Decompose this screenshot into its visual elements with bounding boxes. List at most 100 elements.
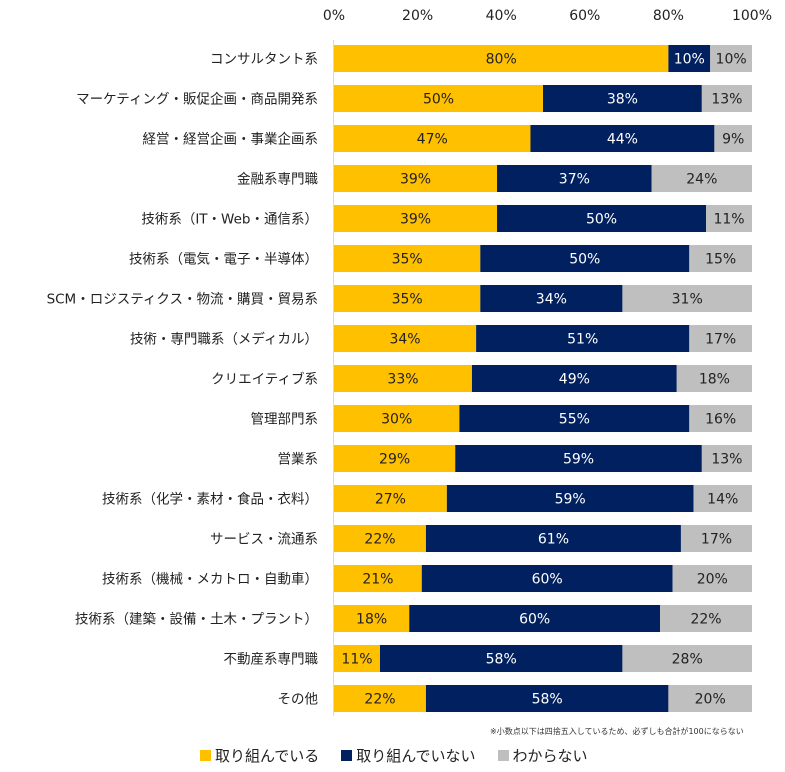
legend-swatch-not-doing — [341, 750, 353, 761]
bar-segment — [459, 405, 690, 432]
category-label: 経営・経営企画・事業企画系 — [143, 131, 319, 148]
data-label: 33% — [387, 372, 418, 388]
data-label: 27% — [375, 492, 406, 508]
bar-segment — [668, 45, 711, 72]
bar-row: 11% 58% 28% — [334, 645, 752, 672]
bar-segment — [334, 565, 422, 592]
data-label: 21% — [362, 572, 393, 588]
bar-segment — [379, 645, 623, 672]
data-label: 35% — [392, 292, 423, 308]
data-label: 50% — [423, 92, 454, 108]
bar-segment — [334, 445, 456, 472]
bar-segment — [543, 85, 702, 112]
bar-segment — [530, 125, 715, 152]
category-label: 営業系 — [278, 452, 319, 468]
x-tick-label: 40% — [486, 8, 517, 24]
data-label: 49% — [559, 372, 590, 388]
bar-segment — [334, 325, 477, 352]
bar-segment — [497, 205, 707, 232]
data-label: 61% — [538, 532, 569, 548]
data-label: 51% — [567, 332, 598, 348]
bar-segment — [689, 325, 752, 352]
legend-swatch-doing — [200, 750, 211, 761]
data-label: 58% — [532, 692, 563, 708]
bar-segment — [689, 405, 752, 432]
bar-row: 21% 60% 20% — [334, 565, 752, 592]
bar-segment — [334, 685, 426, 712]
bar-segment — [701, 445, 752, 472]
data-label: 29% — [379, 452, 410, 468]
bar-segment — [476, 325, 690, 352]
category-label: その他 — [278, 692, 319, 708]
legend-item-not-doing: 取り組んでいない — [341, 745, 476, 766]
bar-row: 39% 50% 11% — [334, 205, 752, 232]
data-label: 10% — [716, 52, 747, 68]
category-label: クリエイティブ系 — [211, 371, 318, 388]
data-label: 11% — [341, 652, 372, 668]
data-label: 22% — [364, 532, 395, 548]
data-label: 13% — [711, 92, 742, 108]
stacked-bar-chart: 0% 20% 40% 60% 80% 100% コンサルタント系マーケティング・販促企画・… — [47, 8, 772, 716]
bar-segment — [706, 205, 752, 232]
category-label: 技術系（IT・Web・通信系） — [141, 212, 318, 228]
data-label: 28% — [672, 652, 703, 668]
bar-segment — [334, 205, 498, 232]
bar-row: 35% 34% 31% — [334, 285, 752, 312]
legend-label-doing: 取り組んでいる — [215, 747, 320, 765]
bar-segment — [334, 645, 380, 672]
bar-segment — [455, 445, 702, 472]
bar-segment — [622, 645, 752, 672]
bar-segment — [701, 85, 752, 112]
bar-segment — [334, 125, 531, 152]
bar-segment — [660, 605, 752, 632]
data-label: 17% — [705, 332, 736, 348]
data-label: 17% — [701, 532, 732, 548]
bar-segment — [334, 485, 447, 512]
category-label: 管理部門系 — [251, 412, 319, 428]
category-label: SCM・ロジスティクス・物流・購買・貿易系 — [47, 292, 318, 308]
data-label: 24% — [686, 172, 717, 188]
data-label: 30% — [381, 412, 412, 428]
bar-segment — [668, 685, 752, 712]
category-label: サービス・流通系 — [210, 532, 318, 548]
data-label: 39% — [400, 172, 431, 188]
data-label: 35% — [392, 252, 423, 268]
category-label: 技術・専門職系（メディカル） — [130, 331, 318, 348]
bar-segment — [672, 565, 752, 592]
bar-segment — [497, 165, 652, 192]
legend-label-not-doing: 取り組んでいない — [356, 747, 476, 765]
data-label: 31% — [672, 292, 703, 308]
legend-item-doing: 取り組んでいる — [200, 745, 319, 766]
data-label: 60% — [519, 612, 550, 628]
data-label: 80% — [486, 52, 517, 68]
category-label: 技術系（化学・素材・食品・衣料） — [102, 491, 318, 508]
bar-segment — [334, 245, 481, 272]
bar-segment — [421, 565, 673, 592]
data-label: 59% — [563, 452, 594, 468]
bar-segment — [680, 525, 752, 552]
category-label: 技術系（電気・電子・半導体） — [129, 252, 318, 268]
data-label: 34% — [536, 292, 567, 308]
x-axis-ticks: 0% 20% 40% 60% 80% 100% — [323, 8, 772, 24]
bar-row: 34% 51% 17% — [334, 325, 752, 352]
bar-segment — [693, 485, 752, 512]
bar-row: 18% 60% 22% — [334, 605, 752, 632]
category-label: コンサルタント系 — [210, 52, 318, 68]
category-labels: コンサルタント系マーケティング・販促企画・商品開発系経営・経営企画・事業企画系金… — [47, 52, 319, 708]
data-label: 14% — [707, 492, 738, 508]
data-label: 37% — [559, 172, 590, 188]
category-label: 技術系（機械・メカトロ・自動車） — [102, 572, 318, 588]
x-tick-label: 0% — [323, 8, 345, 24]
bar-segment — [471, 365, 677, 392]
bar-row: 47% 44% 9% — [334, 125, 752, 152]
bar-row: 22% 58% 20% — [334, 685, 752, 712]
data-label: 18% — [699, 372, 730, 388]
data-label: 60% — [532, 572, 563, 588]
bar-segment — [714, 125, 752, 152]
bar-segment — [409, 605, 661, 632]
legend-swatch-unknown — [497, 750, 509, 761]
bar-segment — [334, 605, 410, 632]
bar-row: 35% 50% 15% — [334, 245, 752, 272]
bar-segment — [622, 285, 752, 312]
x-tick-label: 100% — [732, 8, 772, 24]
